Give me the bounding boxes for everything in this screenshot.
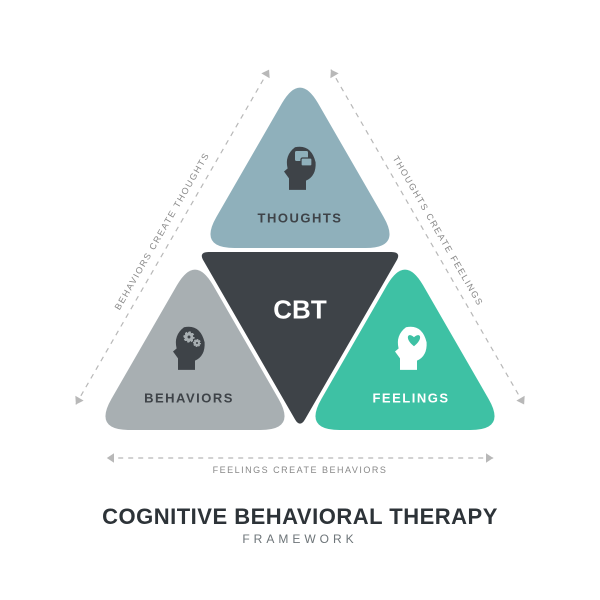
title-sub: FRAMEWORK (0, 532, 600, 546)
arrow-right-head (330, 70, 338, 79)
arrow-bottom-head (486, 453, 493, 463)
center-label: CBT (273, 295, 326, 326)
arrow-right-head (516, 396, 524, 405)
label-feelings: FEELINGS (372, 391, 449, 406)
arrow-left-head (261, 70, 269, 79)
title-main: COGNITIVE BEHAVIORAL THERAPY (0, 504, 600, 530)
label-behaviors: BEHAVIORS (144, 391, 234, 406)
label-thoughts: THOUGHTS (258, 211, 343, 226)
diagram-stage: BEHAVIORS CREATE THOUGHTS THOUGHTS CREAT… (0, 0, 600, 600)
title-block: COGNITIVE BEHAVIORAL THERAPY FRAMEWORK (0, 504, 600, 546)
arrow-left-head (75, 396, 83, 405)
arrow-bottom-head (107, 453, 114, 463)
edge-label-bottom: FEELINGS CREATE BEHAVIORS (213, 465, 388, 475)
